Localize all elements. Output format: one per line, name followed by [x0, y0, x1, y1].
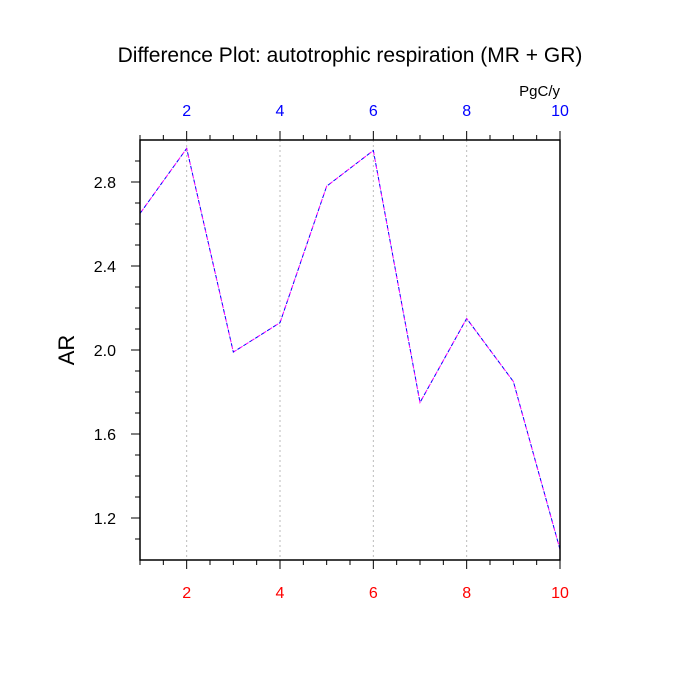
- y-tick-label: 1.6: [94, 427, 116, 444]
- y-tick-label: 2.8: [94, 175, 116, 192]
- chart-title: Difference Plot: autotrophic respiration…: [118, 44, 583, 67]
- series-lines: [139, 147, 561, 550]
- y-tick-label: 2.4: [94, 259, 116, 276]
- x-tick-label-top: 6: [369, 103, 378, 120]
- x-tick-label-top: 8: [462, 103, 471, 120]
- x-tick-label-bottom: 10: [551, 585, 569, 602]
- series-line-overlay: [139, 147, 561, 550]
- x-tick-label-top: 10: [551, 103, 569, 120]
- plot-frame: [139, 139, 561, 561]
- x-tick-label-bottom: 8: [462, 585, 471, 602]
- series-line: [139, 147, 561, 550]
- grid-lines: [186, 140, 468, 560]
- y-tick-label: 1.2: [94, 511, 116, 528]
- tick-labels: 2 2 4 4 6 6 8 8 10 10 1.2 1.6 2.0 2.4 2.8: [94, 103, 569, 602]
- axis-ticks: [131, 131, 561, 569]
- x-tick-label-bottom: 6: [369, 585, 378, 602]
- units-label: PgC/y: [519, 83, 560, 100]
- x-tick-label-bottom: 2: [182, 585, 191, 602]
- y-tick-label: 2.0: [94, 343, 116, 360]
- x-tick-label-bottom: 4: [276, 585, 285, 602]
- x-tick-label-top: 2: [182, 103, 191, 120]
- x-tick-label-top: 4: [276, 103, 285, 120]
- y-axis-label: AR: [54, 335, 79, 366]
